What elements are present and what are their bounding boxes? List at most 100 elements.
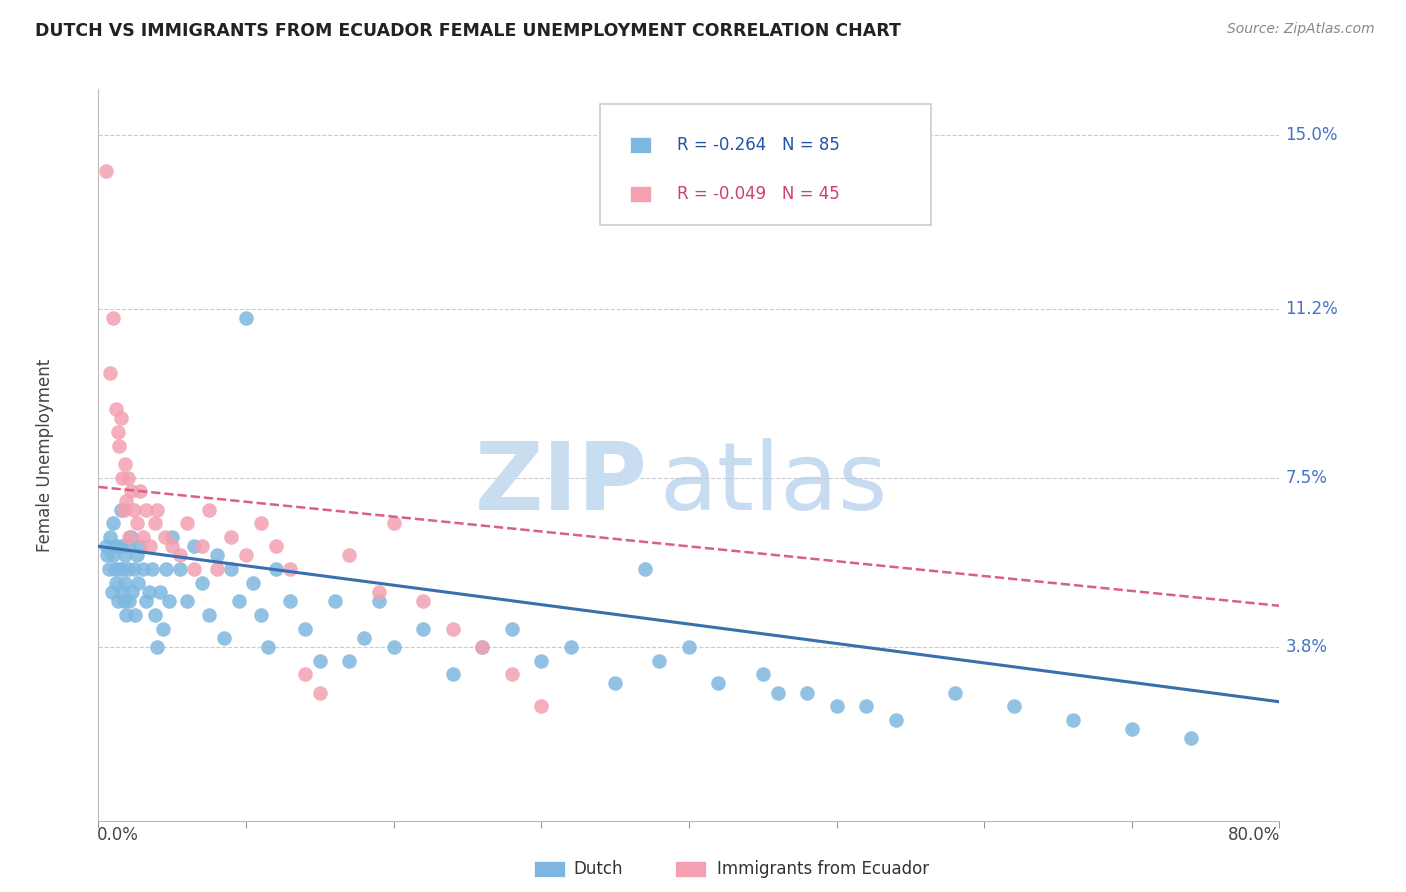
Point — [412, 622, 434, 636]
Point — [139, 539, 162, 553]
Point — [143, 607, 166, 622]
Point — [796, 685, 818, 699]
Point — [235, 310, 257, 325]
Point — [135, 502, 157, 516]
Point — [118, 594, 141, 608]
Point — [98, 530, 121, 544]
Point — [176, 516, 198, 531]
Point — [157, 594, 180, 608]
Point — [471, 640, 494, 654]
Point — [100, 585, 122, 599]
Point — [228, 594, 250, 608]
Point — [124, 607, 146, 622]
Point — [108, 562, 131, 576]
Point — [121, 585, 143, 599]
Point — [560, 640, 582, 654]
Point — [107, 425, 129, 439]
Point — [146, 640, 169, 654]
Point — [115, 607, 138, 622]
Point — [191, 539, 214, 553]
Point — [120, 484, 142, 499]
Point — [309, 685, 332, 699]
Point — [264, 539, 287, 553]
Point — [94, 539, 117, 553]
Point — [337, 549, 360, 563]
Point — [96, 549, 118, 563]
Point — [183, 539, 205, 553]
Point — [114, 549, 136, 563]
Point — [382, 516, 405, 531]
Text: DUTCH VS IMMIGRANTS FROM ECUADOR FEMALE UNEMPLOYMENT CORRELATION CHART: DUTCH VS IMMIGRANTS FROM ECUADOR FEMALE … — [35, 22, 901, 40]
Point — [155, 562, 177, 576]
Point — [115, 493, 138, 508]
Point — [219, 530, 242, 544]
Point — [1062, 713, 1084, 727]
Point — [112, 502, 135, 516]
Text: Female Unemployment: Female Unemployment — [37, 359, 55, 551]
Point — [1002, 699, 1025, 714]
Point — [242, 576, 264, 591]
Point — [110, 502, 132, 516]
Point — [112, 594, 135, 608]
Point — [353, 631, 375, 645]
Point — [94, 164, 117, 178]
Point — [104, 562, 127, 576]
Point — [153, 530, 176, 544]
Point — [294, 622, 316, 636]
Point — [198, 607, 221, 622]
Point — [205, 549, 228, 563]
Point — [530, 699, 553, 714]
Point — [108, 439, 131, 453]
Point — [118, 530, 141, 544]
Text: Immigrants from Ecuador: Immigrants from Ecuador — [717, 860, 929, 878]
Point — [103, 310, 125, 325]
Text: ZIP: ZIP — [475, 438, 648, 530]
Point — [250, 607, 273, 622]
Point — [278, 594, 302, 608]
Point — [110, 539, 132, 553]
Point — [138, 585, 160, 599]
Point — [825, 699, 848, 714]
Point — [1121, 723, 1143, 737]
Point — [250, 516, 273, 531]
Point — [707, 676, 730, 690]
Point — [441, 622, 464, 636]
Point — [127, 576, 149, 591]
Point — [766, 685, 789, 699]
Text: atlas: atlas — [659, 438, 887, 530]
Point — [633, 562, 655, 576]
Point — [146, 502, 169, 516]
Point — [120, 530, 142, 544]
Text: 3.8%: 3.8% — [1285, 638, 1327, 656]
Point — [117, 471, 139, 485]
Point — [278, 562, 302, 576]
Text: Source: ZipAtlas.com: Source: ZipAtlas.com — [1227, 22, 1375, 37]
Point — [1180, 731, 1202, 746]
Point — [264, 562, 287, 576]
Point — [141, 562, 163, 576]
Text: Dutch: Dutch — [574, 860, 623, 878]
Point — [128, 484, 150, 499]
Point — [97, 562, 120, 576]
Point — [111, 562, 134, 576]
Point — [143, 516, 166, 531]
Point — [169, 549, 191, 563]
FancyBboxPatch shape — [600, 103, 931, 225]
Point — [152, 622, 174, 636]
Point — [114, 576, 136, 591]
Text: 7.5%: 7.5% — [1285, 469, 1327, 487]
FancyBboxPatch shape — [630, 137, 651, 153]
Point — [110, 411, 132, 425]
Point — [943, 685, 966, 699]
Point — [122, 562, 145, 576]
Point — [205, 562, 228, 576]
Point — [309, 654, 332, 668]
Point — [132, 562, 155, 576]
Point — [219, 562, 242, 576]
Point — [169, 562, 191, 576]
Text: 15.0%: 15.0% — [1285, 126, 1339, 144]
Point — [149, 585, 172, 599]
Point — [648, 654, 671, 668]
Point — [412, 594, 434, 608]
Point — [257, 640, 280, 654]
